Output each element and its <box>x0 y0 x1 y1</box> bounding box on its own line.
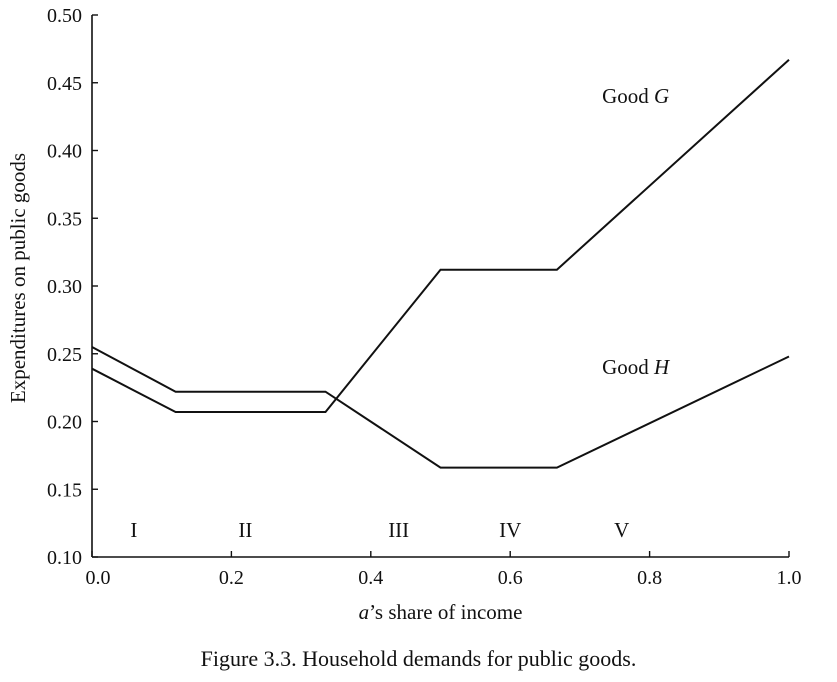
series-label-good-g: Good G <box>602 84 669 108</box>
x-tick-label: 0.8 <box>637 567 662 589</box>
series-label-italic: G <box>654 84 669 108</box>
ticks: 0.10 0.15 0.20 0.25 0.30 0.35 0.40 0.45 0.50 0.0 0… <box>47 5 802 589</box>
region-label: I <box>130 518 137 542</box>
y-tick-label: 0.30 <box>47 276 82 298</box>
x-axis-title: a’s share of income <box>359 600 523 624</box>
region-label: V <box>614 518 629 542</box>
y-tick-label: 0.20 <box>47 412 82 434</box>
y-tick-label: 0.15 <box>47 479 82 501</box>
series-line-good-g <box>91 58 790 413</box>
x-axis-title-rest: ’s share of income <box>369 600 522 624</box>
chart: 0.10 0.15 0.20 0.25 0.30 0.35 0.40 0.45 0.50 0.0 0… <box>6 5 802 624</box>
series-label-good-h: Good H <box>602 355 671 379</box>
region-label: IV <box>499 518 521 542</box>
y-tick-label: 0.35 <box>47 208 82 230</box>
chart-labels: a’s share of income Expenditures on publi… <box>6 84 671 624</box>
series-lines <box>91 58 790 469</box>
series-label-italic: H <box>653 355 671 379</box>
x-tick-label: 0.0 <box>86 567 111 589</box>
region-label: II <box>238 518 252 542</box>
y-tick-label: 0.10 <box>47 547 82 569</box>
x-axis-title-italic: a <box>359 600 370 624</box>
series-label-prefix: Good <box>602 84 654 108</box>
y-tick-label: 0.40 <box>47 141 82 163</box>
y-tick-label: 0.25 <box>47 344 82 366</box>
y-tick-label: 0.45 <box>47 73 82 95</box>
series-label-prefix: Good <box>602 355 654 379</box>
x-tick-label: 0.6 <box>498 567 523 589</box>
figure-caption: Figure 3.3. Household demands for public… <box>200 646 637 671</box>
y-tick-label: 0.50 <box>47 5 82 27</box>
series-line-good-h <box>91 346 790 469</box>
x-tick-label: 0.4 <box>358 567 383 589</box>
x-tick-label: 0.2 <box>219 567 244 589</box>
x-tick-label: 1.0 <box>777 567 802 589</box>
axes <box>91 15 789 558</box>
y-axis-title: Expenditures on public goods <box>6 153 30 403</box>
region-label: III <box>388 518 409 542</box>
